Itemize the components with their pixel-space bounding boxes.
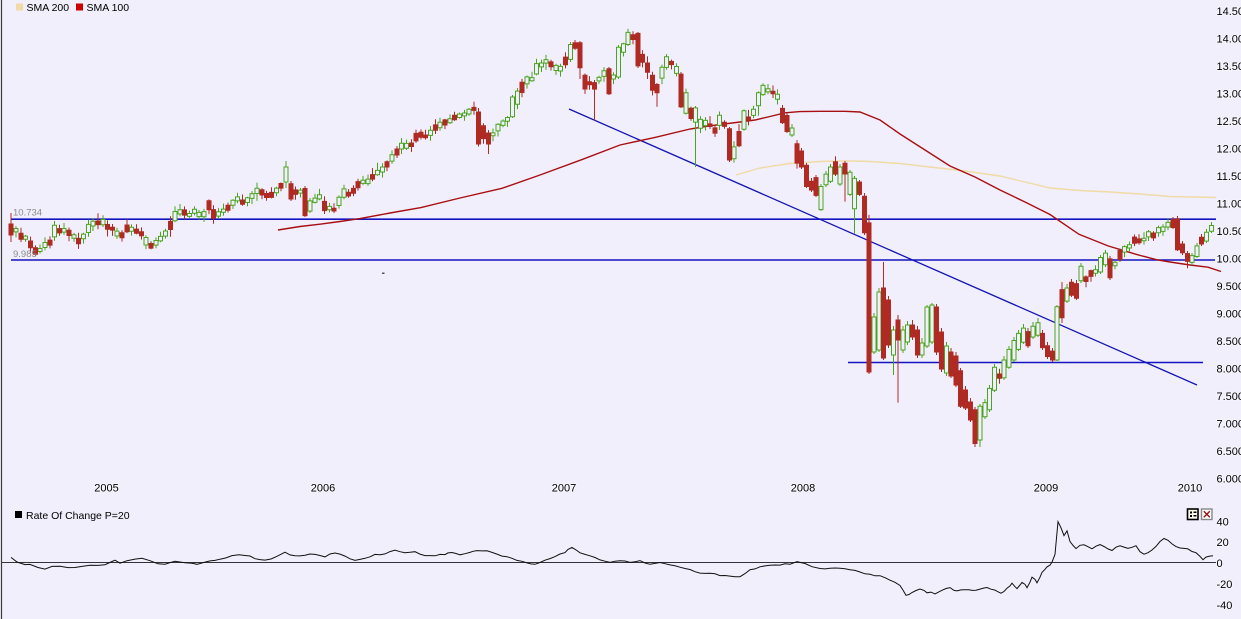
svg-text:6.500: 6.500 [1217, 446, 1241, 458]
svg-text:9.500: 9.500 [1217, 281, 1241, 293]
svg-text:8.000: 8.000 [1217, 364, 1241, 376]
svg-text:14.00: 14.00 [1217, 34, 1241, 46]
svg-text:10.50: 10.50 [1217, 226, 1241, 238]
svg-text:11.00: 11.00 [1217, 199, 1241, 211]
svg-text:2009: 2009 [1034, 483, 1058, 495]
svg-text:13.00: 13.00 [1217, 89, 1241, 101]
svg-text:0: 0 [1217, 558, 1223, 570]
svg-text:8.500: 8.500 [1217, 336, 1241, 348]
svg-text:40: 40 [1217, 517, 1229, 529]
svg-text:10.00: 10.00 [1217, 254, 1241, 266]
svg-text:9.000: 9.000 [1217, 309, 1241, 321]
svg-text:2010: 2010 [1178, 483, 1202, 495]
svg-text:SMA 100: SMA 100 [87, 2, 130, 14]
svg-text:12.50: 12.50 [1217, 116, 1241, 128]
svg-text:SMA 200: SMA 200 [27, 2, 70, 14]
svg-text:7.000: 7.000 [1217, 419, 1241, 431]
svg-text:14.50: 14.50 [1217, 6, 1241, 18]
svg-text:Rate Of Change P=20: Rate Of Change P=20 [26, 510, 130, 522]
svg-text:11.50: 11.50 [1217, 171, 1241, 183]
svg-text:-20: -20 [1217, 579, 1233, 591]
svg-text:2007: 2007 [552, 483, 576, 495]
svg-text:-40: -40 [1217, 600, 1233, 612]
svg-text:10.734: 10.734 [13, 208, 42, 219]
svg-text:2006: 2006 [311, 483, 335, 495]
svg-text:7.500: 7.500 [1217, 391, 1241, 403]
svg-text:9.985: 9.985 [13, 249, 37, 260]
svg-text:6.000: 6.000 [1217, 474, 1241, 486]
svg-text:12.00: 12.00 [1217, 144, 1241, 156]
svg-text:20: 20 [1217, 537, 1229, 549]
svg-text:2005: 2005 [94, 483, 118, 495]
svg-text:2008: 2008 [791, 483, 815, 495]
svg-text:13.50: 13.50 [1217, 61, 1241, 73]
